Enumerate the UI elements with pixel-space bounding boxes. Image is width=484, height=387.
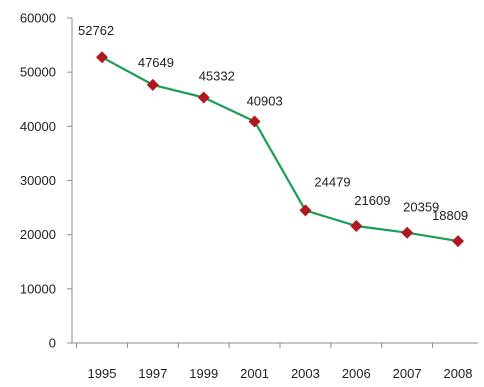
data-value-label: 20359 (403, 200, 439, 215)
data-point-marker (248, 115, 261, 128)
data-value-label: 45332 (199, 68, 235, 83)
y-tick-label: 10000 (20, 281, 56, 296)
data-value-label: 47649 (138, 55, 174, 70)
data-point-marker (299, 204, 312, 217)
data-point-marker (401, 226, 414, 239)
data-point-marker (452, 235, 464, 248)
data-point-marker (350, 219, 363, 232)
data-value-label: 21609 (354, 193, 390, 208)
x-tick-label: 2003 (291, 366, 320, 381)
chart-axes (71, 18, 478, 344)
x-tick-label: 2006 (342, 366, 371, 381)
x-tick-label: 2007 (393, 366, 422, 381)
data-value-label: 52762 (78, 23, 114, 38)
y-tick-label: 20000 (20, 227, 56, 242)
data-value-label: 24479 (314, 174, 350, 189)
x-tick-label: 1997 (138, 366, 167, 381)
y-tick-label: 50000 (20, 65, 56, 80)
data-point-marker (96, 51, 108, 64)
y-tick-label: 60000 (20, 11, 56, 26)
series-group (96, 51, 464, 248)
data-point-marker (197, 91, 210, 104)
x-axis-ticks: 1995 1997 1999 2001 2003 2006 2007 2008 (76, 343, 473, 381)
y-tick-label: 30000 (20, 173, 56, 188)
x-tick-label: 2008 (444, 366, 473, 381)
data-value-label: 40903 (247, 93, 283, 108)
series-line (101, 56, 459, 243)
y-tick-label: 0 (49, 336, 56, 351)
y-tick-label: 40000 (20, 119, 56, 134)
y-axis-ticks: 0 10000 20000 30000 40000 50000 60000 (20, 11, 72, 351)
x-tick-label: 1999 (189, 366, 218, 381)
x-tick-label: 2001 (240, 366, 269, 381)
x-tick-label: 1995 (88, 366, 117, 381)
data-value-label: 18809 (432, 208, 468, 223)
data-point-marker (146, 78, 159, 91)
